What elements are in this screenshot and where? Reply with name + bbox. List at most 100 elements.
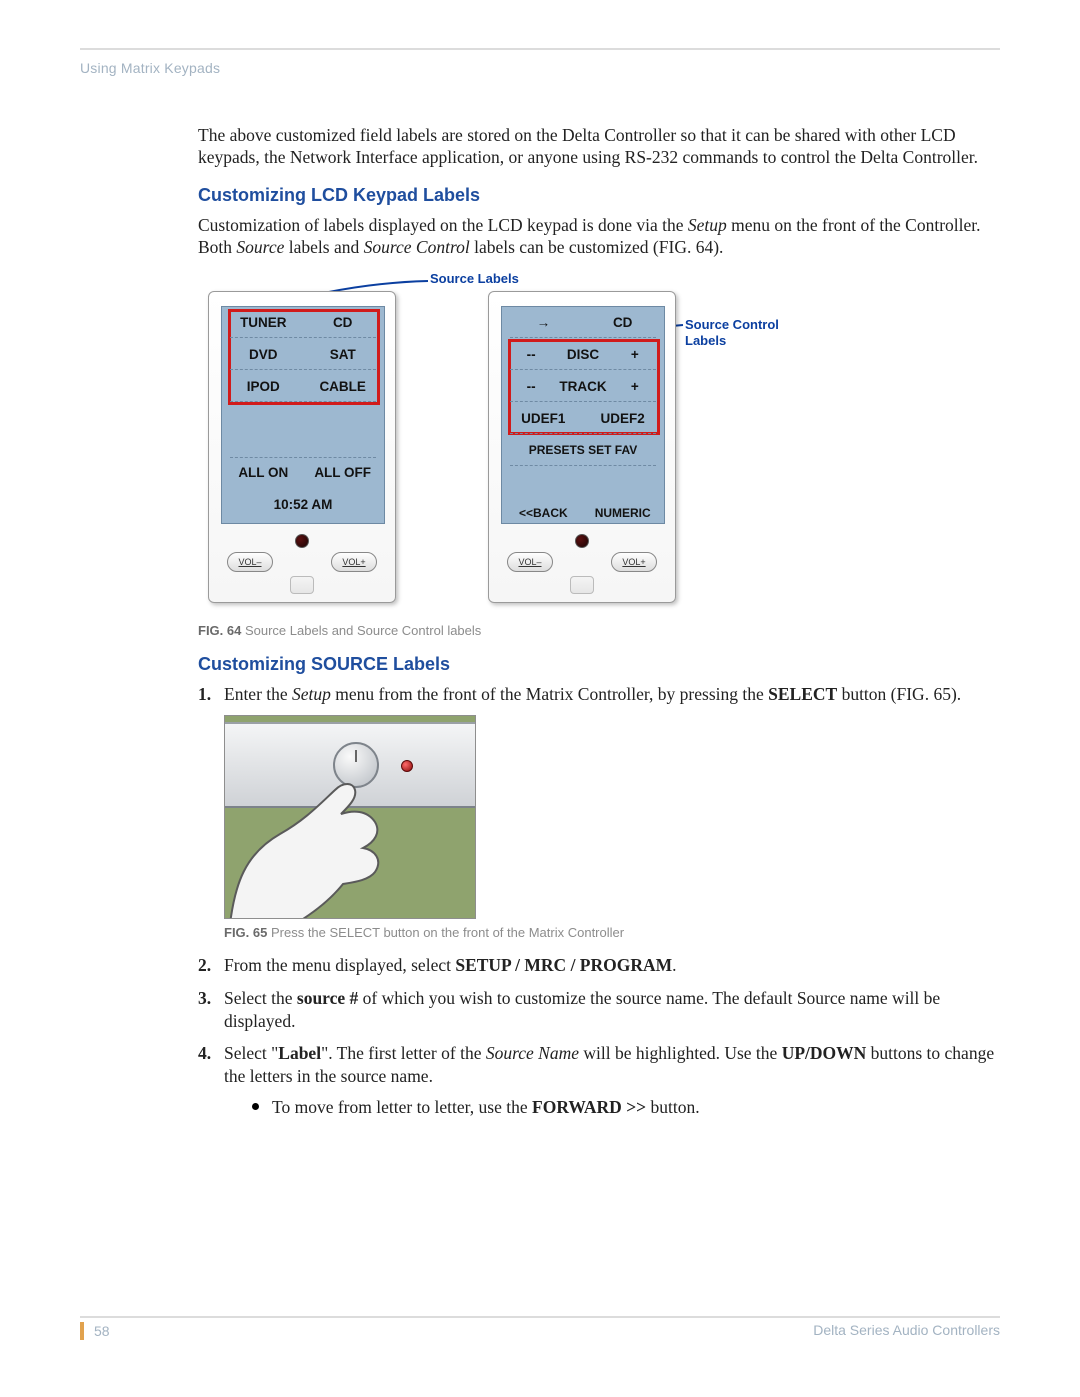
vol-down-button[interactable]: VOL– — [507, 552, 553, 572]
lcd-row: 10:52 AM — [222, 497, 384, 512]
txt: Labels — [685, 333, 726, 348]
lcd-cell: UDEF2 — [583, 411, 662, 426]
lcd-sep — [230, 337, 376, 338]
vol-up-button[interactable]: VOL+ — [611, 552, 657, 572]
txt: Source Control — [685, 317, 779, 332]
top-rule — [80, 48, 1000, 50]
lcd-row: <<BACKNUMERIC — [502, 505, 664, 520]
txt: menu from the front of the Matrix Contro… — [331, 684, 768, 704]
fig-num: FIG. 65 — [224, 925, 267, 940]
lcd-cell: <<BACK — [504, 506, 583, 520]
lcd-cell: ALL ON — [224, 465, 303, 480]
page-number: 58 — [80, 1322, 110, 1340]
page-accent-bar-icon — [80, 1322, 84, 1340]
hand-icon — [225, 764, 425, 919]
content: The above customized field labels are st… — [198, 124, 1000, 1119]
step-number: 1. — [198, 683, 211, 706]
lcd-sep — [230, 401, 376, 402]
lcd-sep — [510, 337, 656, 338]
step-number: 3. — [198, 987, 211, 1010]
lcd-row: IPODCABLE — [222, 379, 384, 394]
fig-text: Press the SELECT button on the front of … — [267, 925, 624, 940]
page-num: 58 — [94, 1323, 110, 1339]
updown-bold: UP/DOWN — [782, 1043, 867, 1063]
lcd-sep — [510, 369, 656, 370]
footer-rule — [80, 1316, 1000, 1318]
txt: Customization of labels displayed on the… — [198, 215, 688, 235]
lcd-cell: -- — [505, 347, 557, 362]
intro-paragraph: The above customized field labels are st… — [198, 124, 1000, 169]
lcd-sep — [510, 465, 656, 466]
lcd-cell: UDEF1 — [504, 411, 583, 426]
select-bold: SELECT — [768, 684, 837, 704]
figure-65 — [224, 715, 476, 919]
bullet-forward: To move from letter to letter, use the F… — [252, 1096, 1000, 1119]
callout-source-labels: Source Labels — [430, 271, 519, 286]
lcd-row: →CD — [502, 315, 664, 330]
setup-italic: Setup — [688, 215, 727, 235]
lcd-cell: -- — [505, 379, 557, 394]
lcd-paragraph: Customization of labels displayed on the… — [198, 214, 1000, 259]
lcd-row: TUNERCD — [222, 315, 384, 330]
txt: Select the — [224, 988, 297, 1008]
keypad-right: →CD --DISC+ --TRACK+ UDEF1UDEF2 P — [488, 291, 676, 603]
txt: Enter the — [224, 684, 292, 704]
callout-source-control-labels: Source Control Labels — [685, 317, 805, 350]
lcd-cell: + — [609, 347, 661, 362]
txt: From the menu displayed, select — [224, 955, 455, 975]
label-bold: Label — [278, 1043, 321, 1063]
heading-customizing-lcd: Customizing LCD Keypad Labels — [198, 185, 1000, 206]
steps-list: 1. Enter the Setup menu from the front o… — [198, 683, 1000, 1119]
txt: . — [672, 955, 676, 975]
running-header: Using Matrix Keypads — [80, 60, 1000, 76]
ir-sensor-icon — [575, 534, 589, 548]
lcd-cell: SAT — [303, 347, 382, 362]
step-3: 3. Select the source # of which you wish… — [198, 987, 1000, 1033]
lcd-sep — [510, 433, 656, 434]
step-1: 1. Enter the Setup menu from the front o… — [198, 683, 1000, 943]
menu-path-bold: SETUP / MRC / PROGRAM — [455, 955, 672, 975]
vol-down-button[interactable]: VOL– — [227, 552, 273, 572]
txt: To move from letter to letter, use the — [272, 1097, 532, 1117]
figure-64: Source Labels Source Control Labels — [198, 277, 1000, 617]
lcd-cell: CD — [583, 315, 662, 330]
lcd-sep — [230, 369, 376, 370]
source-num-bold: source # — [297, 988, 358, 1008]
keypad-left: TUNERCD DVDSAT IPODCABLE ALL ONALL OFF — [208, 291, 396, 603]
lcd-row: --DISC+ — [502, 347, 664, 362]
lcd-row: PRESETS SET FAV — [502, 443, 664, 457]
txt: ". The first letter of the — [321, 1043, 486, 1063]
step-2: 2. From the menu displayed, select SETUP… — [198, 954, 1000, 977]
txt: button (FIG. 65). — [837, 684, 961, 704]
brand-logo-icon — [290, 576, 314, 594]
txt: Select " — [224, 1043, 278, 1063]
lcd-row: UDEF1UDEF2 — [502, 411, 664, 426]
lcd-row: ALL ONALL OFF — [222, 465, 384, 480]
ir-sensor-icon — [295, 534, 309, 548]
txt: labels can be customized (FIG. 64). — [470, 237, 724, 257]
lcd-cell: ALL OFF — [303, 465, 382, 480]
lcd-cell: NUMERIC — [583, 506, 662, 520]
step-number: 2. — [198, 954, 211, 977]
lcd-cell: + — [609, 379, 661, 394]
figure-65-caption: FIG. 65 Press the SELECT button on the f… — [224, 925, 1000, 942]
lcd-cell: DVD — [224, 347, 303, 362]
lcd-cell: TUNER — [224, 315, 303, 330]
txt: button. — [646, 1097, 699, 1117]
figure-64-caption: FIG. 64 Source Labels and Source Control… — [198, 623, 1000, 638]
setup-italic: Setup — [292, 684, 331, 704]
source-italic: Source — [236, 237, 284, 257]
page: Using Matrix Keypads The above customize… — [80, 48, 1000, 1129]
footer-title: Delta Series Audio Controllers — [813, 1322, 1000, 1338]
step-number: 4. — [198, 1042, 211, 1065]
lcd-cell: CD — [303, 315, 382, 330]
vol-up-button[interactable]: VOL+ — [331, 552, 377, 572]
lcd-cell: TRACK — [557, 379, 609, 394]
lcd-cell: DISC — [557, 347, 609, 362]
sub-bullets: To move from letter to letter, use the F… — [252, 1096, 1000, 1119]
lcd-sep — [510, 401, 656, 402]
lcd-cell: → — [504, 315, 583, 330]
lcd-cell: CABLE — [303, 379, 382, 394]
lcd-row: --TRACK+ — [502, 379, 664, 394]
fig-text: Source Labels and Source Control labels — [241, 623, 481, 638]
